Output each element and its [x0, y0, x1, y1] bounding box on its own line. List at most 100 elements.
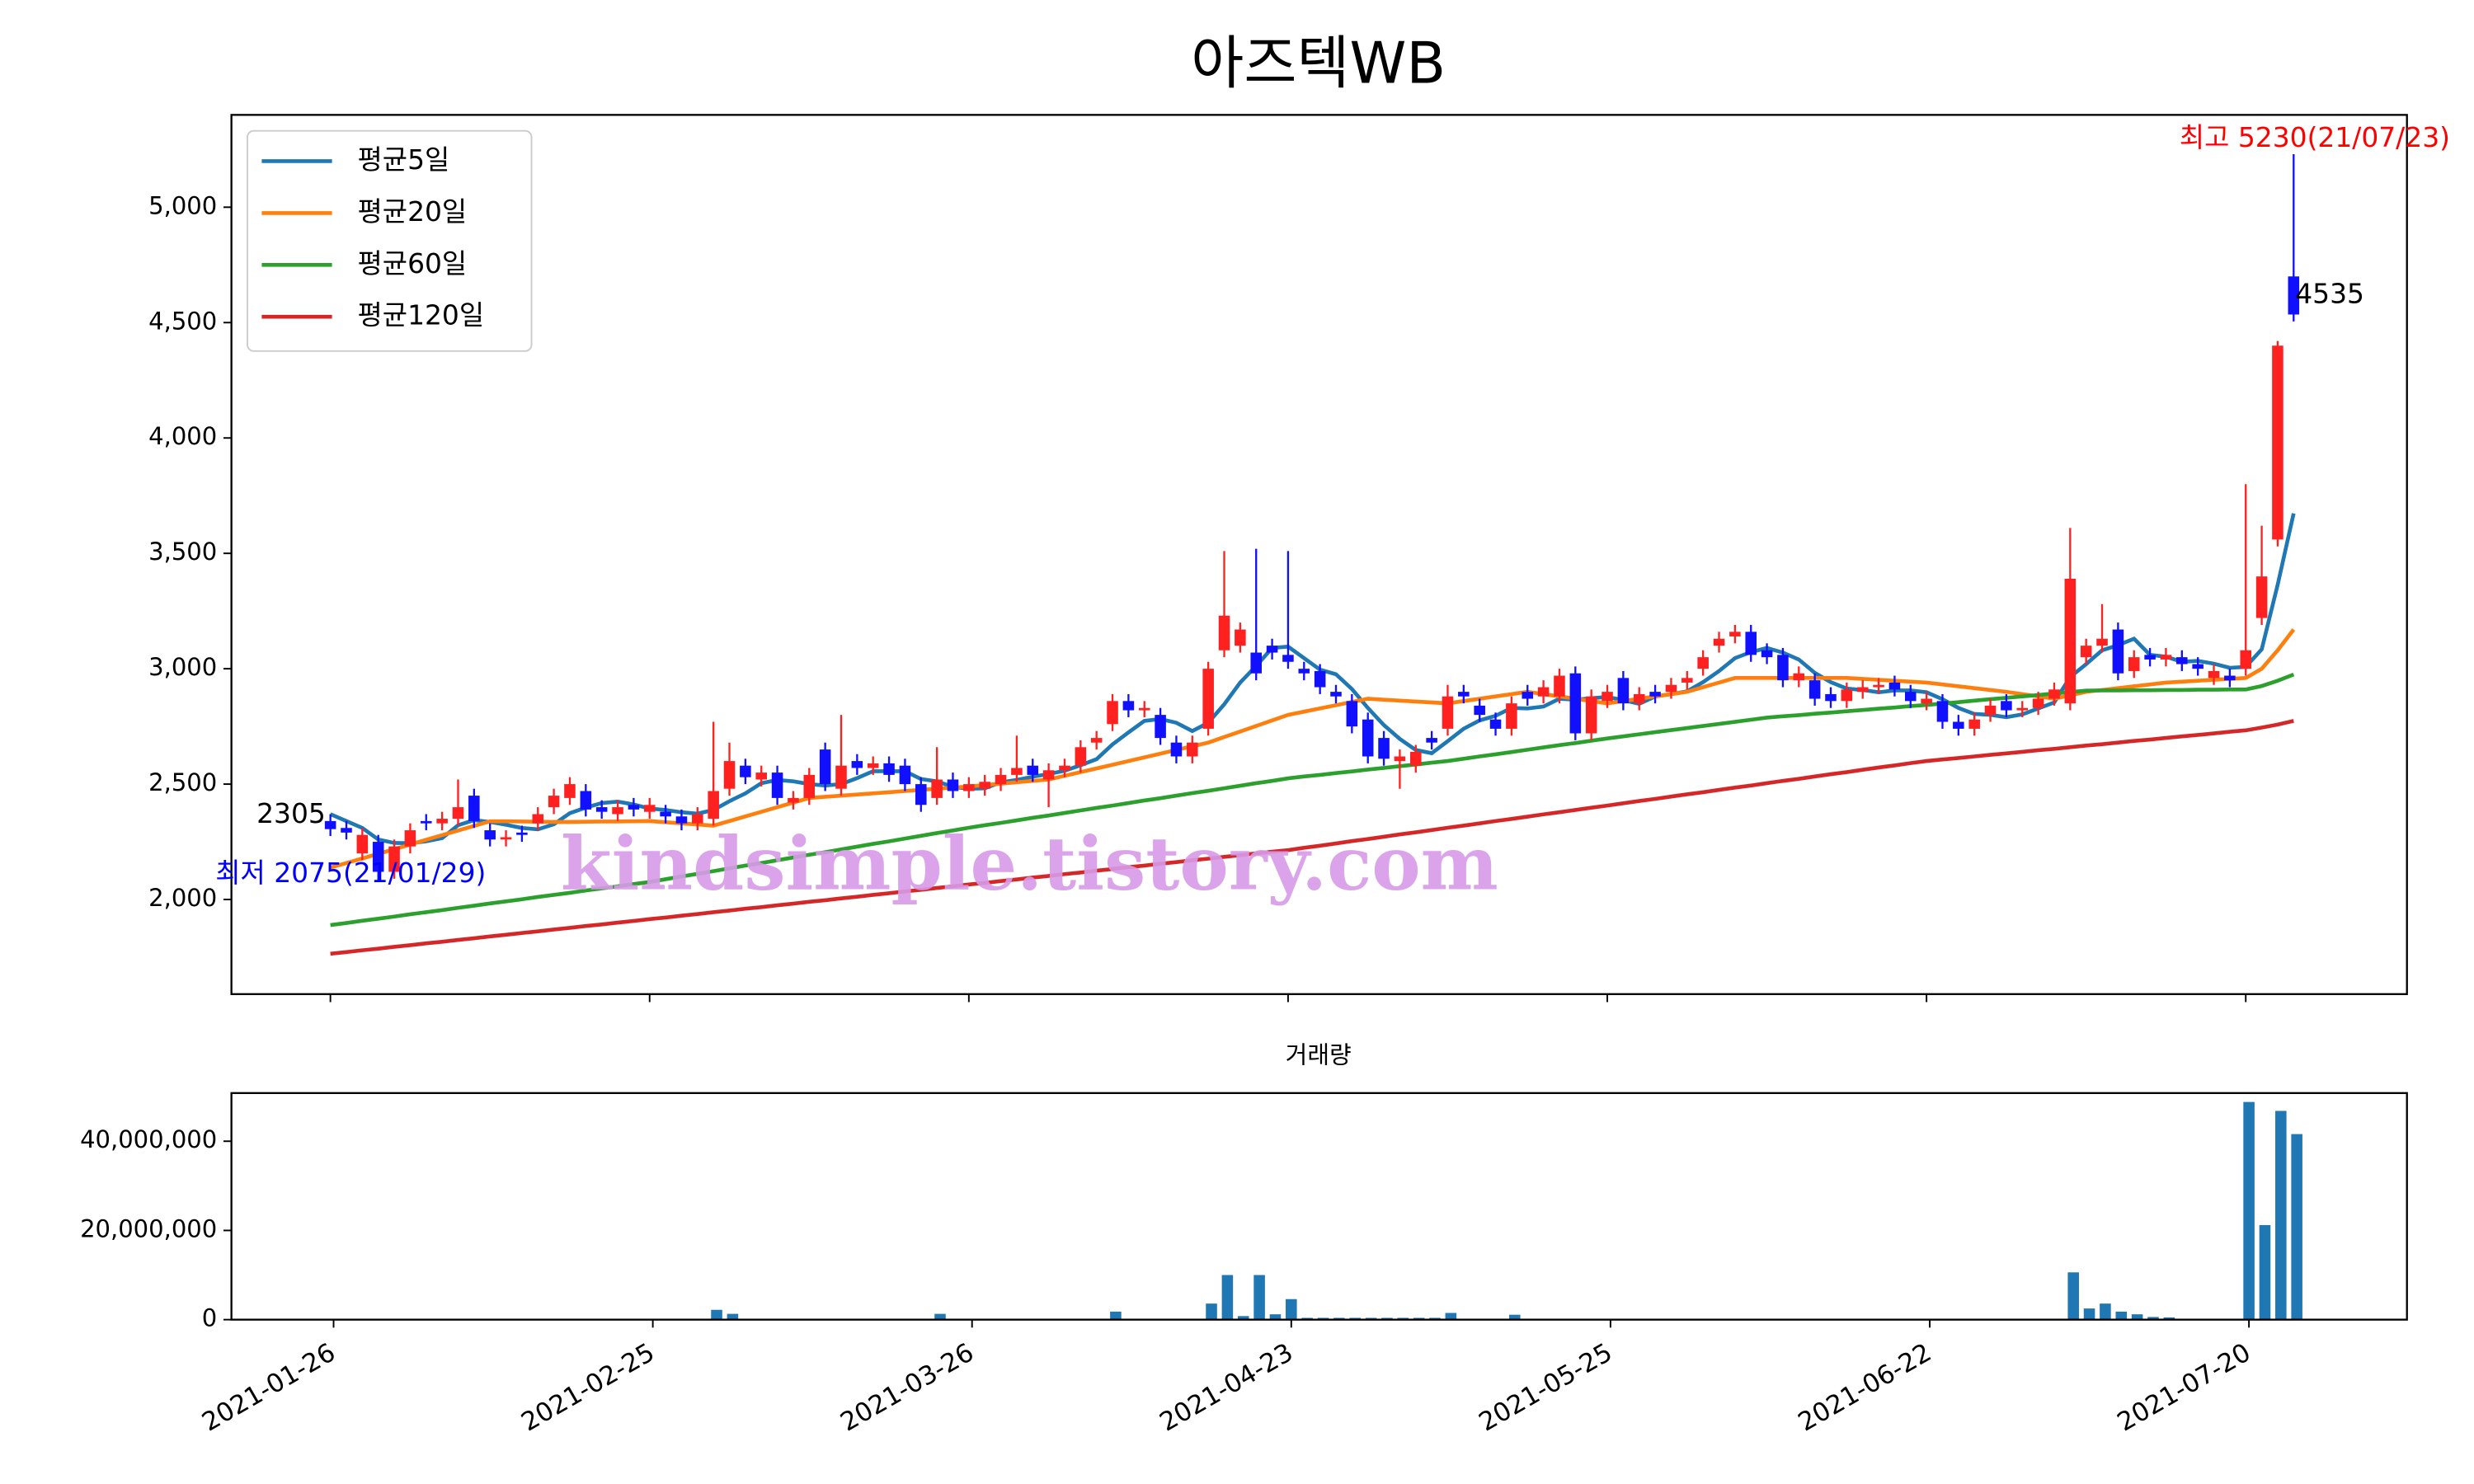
candle-body — [692, 814, 703, 824]
candle-body — [931, 779, 943, 798]
candle-body — [708, 791, 719, 819]
candle-body — [595, 807, 608, 812]
y-tick-label: 3,500 — [148, 538, 217, 566]
candle-body — [835, 765, 847, 789]
candle-body — [372, 842, 384, 872]
volume-bar — [1286, 1298, 1297, 1320]
candle-body — [723, 761, 736, 789]
candle-body — [324, 820, 336, 829]
candle-body — [436, 819, 448, 824]
volume-bar — [1445, 1313, 1457, 1320]
candle-body — [2272, 345, 2284, 540]
candle-body — [995, 774, 1007, 785]
candle-body — [1426, 738, 1437, 743]
y-tick-label: 4,500 — [148, 307, 217, 335]
y-tick-label: 20,000,000 — [80, 1214, 217, 1242]
candle-body — [883, 763, 895, 775]
volume-bar — [2243, 1101, 2255, 1320]
candle-body — [1250, 652, 1262, 674]
candle-body — [1027, 765, 1039, 775]
candle-body — [2176, 657, 2188, 665]
price-axes-frame — [230, 114, 2408, 995]
volume-bar — [2067, 1272, 2079, 1320]
y-tick-label: 0 — [202, 1304, 217, 1332]
candle-body — [1921, 698, 1932, 704]
candle-body — [1873, 684, 1884, 688]
candle-body — [341, 828, 352, 833]
candle-body — [1442, 696, 1454, 729]
candle-body — [899, 765, 911, 785]
candle-body — [1617, 678, 1630, 704]
candle-body — [1235, 629, 1246, 646]
candle-body — [1554, 675, 1565, 697]
candle-body — [1218, 615, 1230, 650]
chart-title: 아즈텍WB — [1191, 30, 1446, 96]
candle-body — [1968, 719, 1980, 729]
candle-body — [1458, 692, 1470, 697]
annotation: 2305 — [256, 797, 326, 829]
volume-bar — [2083, 1308, 2095, 1320]
legend-label: 평균60일 — [358, 247, 468, 279]
candle-body — [1888, 682, 1901, 690]
candle-body — [1202, 669, 1214, 729]
candle-body — [947, 779, 959, 791]
candle-body — [1633, 693, 1645, 704]
overlay: kindsimple.tistory.com 2305 최저 2075(21/01/… — [215, 121, 2450, 906]
volume-bar — [1110, 1311, 1122, 1320]
candle-body — [1474, 705, 1485, 716]
candle-body — [1745, 632, 1757, 655]
candle-body — [1266, 646, 1278, 653]
volume-axes-frame — [230, 1092, 2408, 1321]
candle-body — [915, 784, 927, 805]
candle-body — [2080, 646, 2092, 658]
candle-body — [1059, 765, 1070, 771]
legend-label: 평균120일 — [358, 299, 485, 331]
volume-bar — [711, 1309, 722, 1320]
candle-body — [660, 811, 671, 817]
volume-bar — [2115, 1311, 2128, 1320]
volume-bar — [1221, 1275, 1234, 1320]
candle-body — [1155, 715, 1166, 739]
candle-body — [2208, 670, 2220, 679]
volume-bar — [727, 1313, 739, 1320]
candle-body — [2160, 655, 2172, 660]
candle-body — [1665, 684, 1677, 693]
candle-body — [1569, 673, 1582, 734]
candle-body — [851, 761, 863, 768]
candle-body — [675, 816, 688, 824]
candle-body — [1936, 701, 1949, 722]
candle-body — [803, 774, 816, 798]
candle-body — [2096, 638, 2108, 646]
candle-body — [2224, 675, 2236, 681]
y-tick-label: 4,000 — [148, 422, 217, 450]
volume-bar — [1509, 1314, 1521, 1320]
candle-body — [500, 837, 512, 840]
watermark: kindsimple.tistory.com — [561, 819, 1498, 906]
candle-body — [1394, 756, 1406, 762]
candle-body — [1138, 707, 1150, 711]
annotation: 4535 — [2295, 278, 2364, 310]
volume-title: 거래량 — [1286, 1040, 1352, 1068]
volume-bar — [2163, 1317, 2175, 1320]
annotation: 최저 2075(21/01/29) — [215, 857, 486, 889]
legend-label: 평균5일 — [358, 143, 450, 176]
candle-body — [1649, 692, 1661, 697]
candle-body — [1187, 742, 1198, 757]
legend-label: 평균20일 — [358, 195, 468, 228]
candle-body — [819, 749, 831, 785]
y-tick-label: 2,500 — [148, 768, 217, 796]
candle-body — [1793, 673, 1805, 681]
candle-body — [755, 773, 767, 780]
candle-body — [771, 773, 783, 798]
candle-body — [2016, 707, 2029, 711]
candle-body — [1905, 692, 1917, 702]
candle-body — [1170, 742, 1183, 757]
candle-body — [1042, 770, 1055, 780]
candle-body — [2112, 629, 2124, 674]
volume-bar — [2100, 1303, 2111, 1320]
candle-body — [1697, 657, 1709, 669]
candle-body — [1729, 632, 1741, 636]
candle-body — [1602, 692, 1613, 702]
